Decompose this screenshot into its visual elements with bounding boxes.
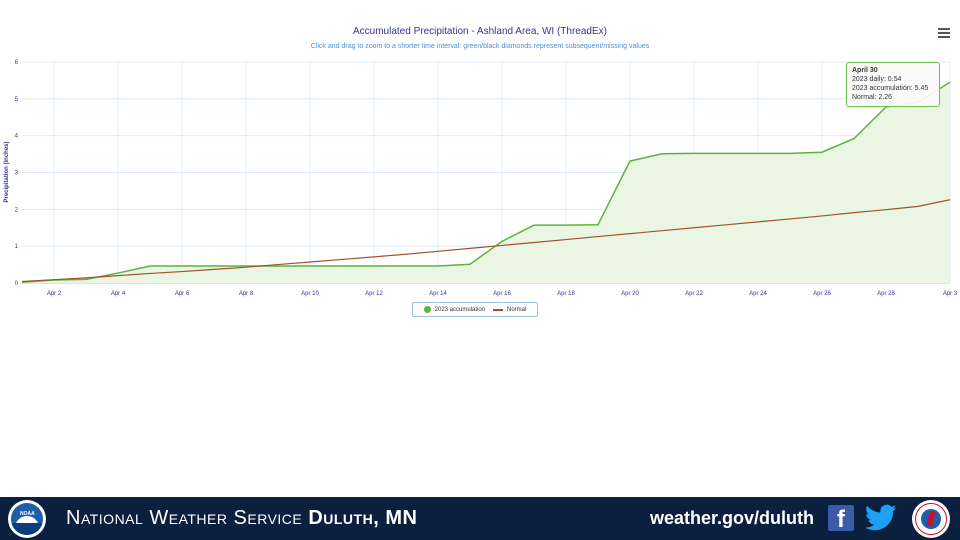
chart-legend: 2023 accumulation Normal (412, 302, 538, 317)
y-tick-labels: 0 1 2 3 4 5 6 (15, 60, 19, 287)
facebook-icon[interactable]: f (828, 505, 854, 533)
chart-container[interactable]: Accumulated Precipitation - Ashland Area… (0, 0, 960, 330)
x-tick-label: Apr 3 (943, 291, 958, 297)
hamburger-menu-icon[interactable] (938, 28, 950, 38)
legend-label-normal: Normal (507, 306, 527, 313)
x-tick-label: Apr 20 (621, 291, 639, 297)
nws-seal[interactable] (912, 500, 950, 538)
noaa-logo[interactable]: NOAA (8, 500, 46, 538)
tooltip-title: April 30 (852, 67, 878, 74)
x-tick-label: Apr 8 (239, 291, 254, 297)
tooltip-accumulation: 2023 accumulation: 5.45 (852, 85, 929, 92)
website-link[interactable]: weather.gov/duluth (650, 508, 815, 528)
agency-name: National Weather Service Duluth, MN (66, 507, 417, 530)
x-tick-label: Apr 26 (813, 291, 831, 297)
normal-line (21, 199, 951, 283)
y-tick-label: 4 (15, 134, 19, 140)
chart-title: Accumulated Precipitation - Ashland Area… (352, 26, 607, 37)
y-tick-label: 5 (15, 97, 19, 103)
legend-item-normal[interactable]: Normal (493, 307, 526, 313)
y-tick-label: 2 (15, 207, 19, 213)
legend-label-accumulation: 2023 accumulation (434, 306, 486, 313)
chart-plot[interactable]: 0 1 2 3 4 5 6 Apr 2 Apr 4 Apr 6 Apr 8 Apr 10 Apr 12… (0, 0, 960, 330)
tooltip-normal: Normal: 2.26 (852, 94, 893, 101)
twitter-icon[interactable] (865, 503, 897, 533)
y-tick-label: 1 (15, 244, 19, 250)
footer-banner: NOAA National Weather Service Duluth, MN… (0, 497, 960, 540)
chart-subtitle: Click and drag to zoom to a shorter time… (310, 43, 650, 50)
office-label: Duluth, MN (308, 507, 418, 529)
agency-label: National Weather Service (66, 507, 303, 529)
x-tick-label: Apr 28 (877, 291, 895, 297)
x-tick-label: Apr 2 (47, 291, 62, 297)
legend-line-icon (493, 308, 504, 311)
x-tick-label: Apr 24 (749, 291, 767, 297)
noaa-logo-text: NOAA (20, 511, 35, 517)
y-tick-label: 0 (15, 281, 19, 287)
x-tick-label: Apr 4 (111, 291, 126, 297)
x-tick-label: Apr 6 (175, 291, 190, 297)
x-tick-labels: Apr 2 Apr 4 Apr 6 Apr 8 Apr 10 Apr 12 Apr 14 Ap… (47, 291, 958, 297)
x-tick-label: Apr 22 (685, 291, 703, 297)
data-tooltip: April 30 2023 daily: 0.54 2023 accumulat… (846, 62, 940, 107)
x-tick-label: Apr 10 (301, 291, 319, 297)
accumulation-area (22, 82, 950, 283)
x-tick-label: Apr 14 (429, 291, 447, 297)
y-tick-label: 3 (15, 171, 19, 177)
accumulation-line (21, 81, 951, 284)
y-axis-label: Precipitation (inches) (4, 141, 10, 202)
tooltip-daily: 2023 daily: 0.54 (852, 76, 902, 83)
legend-dot-icon (423, 306, 431, 313)
area-layer (22, 82, 950, 283)
line-layer (21, 81, 951, 284)
x-tick-label: Apr 18 (557, 291, 575, 297)
x-tick-label: Apr 16 (493, 291, 511, 297)
legend-item-accumulation[interactable]: 2023 accumulation (423, 306, 486, 313)
x-tick-label: Apr 12 (365, 291, 383, 297)
y-tick-label: 6 (15, 60, 19, 66)
